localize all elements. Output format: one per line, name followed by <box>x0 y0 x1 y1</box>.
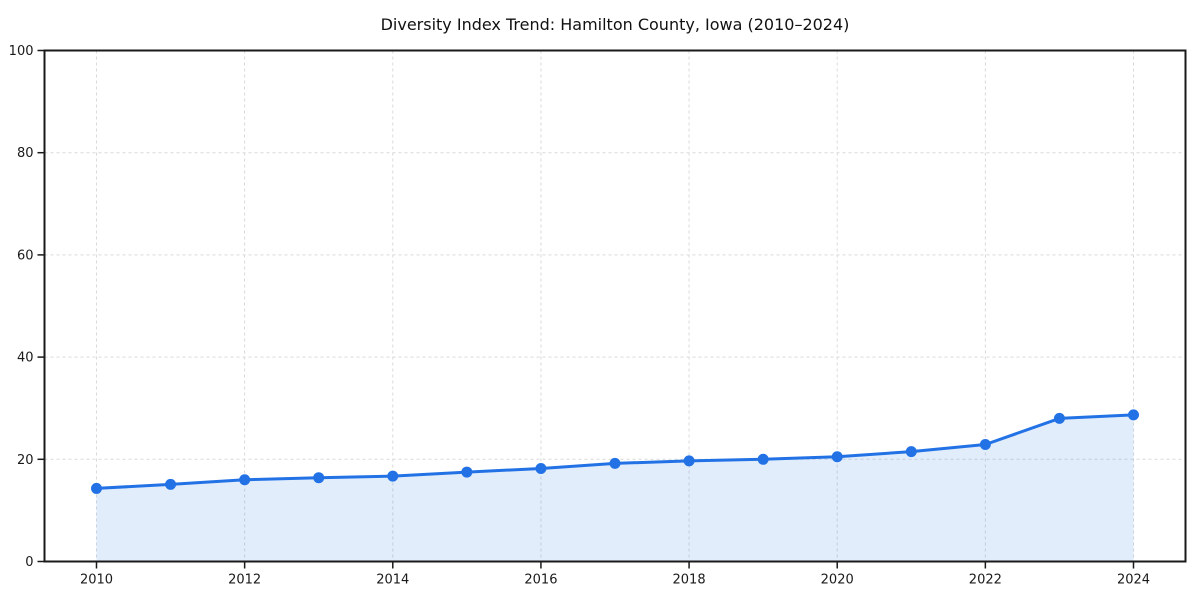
y-tick-label: 0 <box>25 555 33 570</box>
data-point <box>683 455 695 467</box>
area-fill <box>96 414 1134 562</box>
y-tick-label: 60 <box>17 248 34 263</box>
x-tick-label: 2020 <box>821 573 854 588</box>
x-tick-label: 2012 <box>228 573 261 588</box>
data-point <box>979 438 991 450</box>
plot-box <box>43 49 1187 563</box>
data-point <box>91 482 102 494</box>
data-point <box>609 457 621 469</box>
x-tick-label: 2018 <box>673 573 706 588</box>
x-tick-label: 2014 <box>376 573 409 588</box>
y-tick-label: 80 <box>17 146 34 161</box>
chart-title: Diversity Index Trend: Hamilton County, … <box>381 15 850 34</box>
x-tick-label: 2016 <box>524 573 557 588</box>
data-point <box>313 472 325 484</box>
data-point <box>757 453 769 465</box>
data-point <box>905 446 917 458</box>
y-tick-label: 20 <box>17 453 34 468</box>
y-tick-label: 40 <box>17 351 34 366</box>
plot-layer: 0 20 40 60 80 100 2010 2012 2014 2016 2018 2020 2022… <box>9 44 1187 588</box>
data-point <box>165 478 177 490</box>
x-tick-label: 2010 <box>80 573 113 588</box>
data-point <box>461 466 473 478</box>
x-tick-label: 2024 <box>1117 573 1150 588</box>
data-point <box>387 470 399 482</box>
data-point <box>239 474 251 486</box>
x-tick-label: 2022 <box>969 573 1002 588</box>
data-point <box>831 451 843 463</box>
y-tick-label: 100 <box>9 44 34 59</box>
data-point <box>1053 412 1065 424</box>
data-point <box>535 462 547 474</box>
data-point <box>1128 409 1139 421</box>
